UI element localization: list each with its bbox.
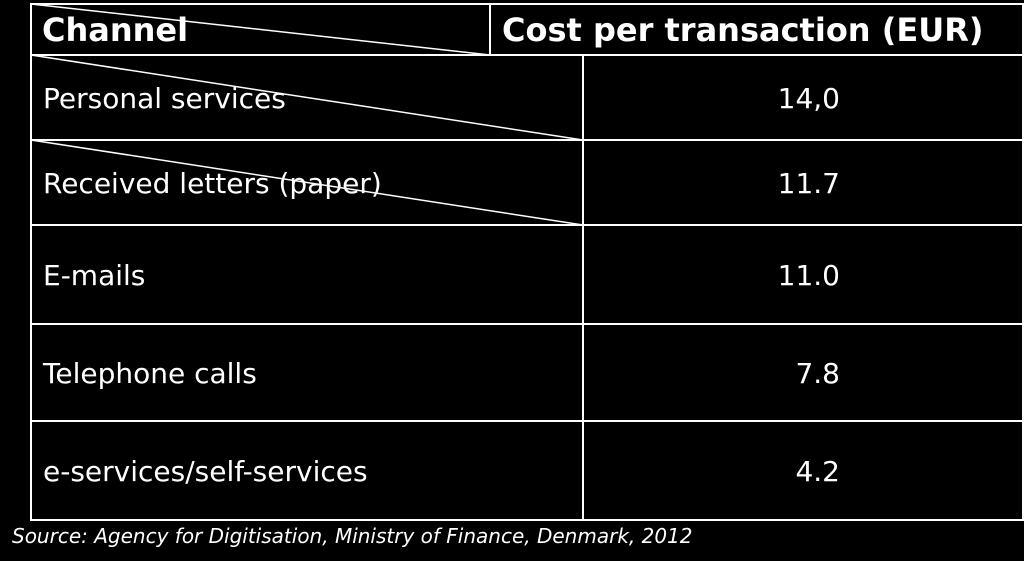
value-text: 4.2	[795, 454, 840, 488]
value-text: 11.0	[777, 258, 840, 292]
row-label-received-letters: Received letters (paper)	[43, 166, 382, 200]
row-value-e-services: 4.2	[584, 422, 1024, 520]
source-note: Source: Agency for Digitisation, Ministr…	[12, 524, 693, 548]
row-label-telephone-calls: Telephone calls	[43, 356, 257, 390]
diagonal-header	[30, 3, 491, 56]
row-label-emails: E-mails	[43, 258, 146, 292]
row-value-personal-services: 14,0	[584, 56, 1024, 140]
row-label-e-services: e-services/self-services	[43, 454, 368, 488]
header-channel: Channel	[42, 11, 189, 49]
value-text: 7.8	[795, 356, 840, 390]
row-label-personal-services: Personal services	[43, 81, 286, 115]
table-border	[30, 3, 1024, 521]
row-value-telephone-calls: 7.8	[584, 325, 1024, 421]
row-value-emails: 11.0	[584, 226, 1024, 324]
value-text: 14,0	[777, 81, 840, 115]
diagonal-row-2	[30, 139, 584, 226]
header-cost: Cost per transaction (EUR)	[502, 11, 984, 49]
diagonal-row-1	[30, 54, 584, 141]
row-value-received-letters: 11.7	[584, 141, 1024, 225]
value-text: 11.7	[777, 166, 840, 200]
